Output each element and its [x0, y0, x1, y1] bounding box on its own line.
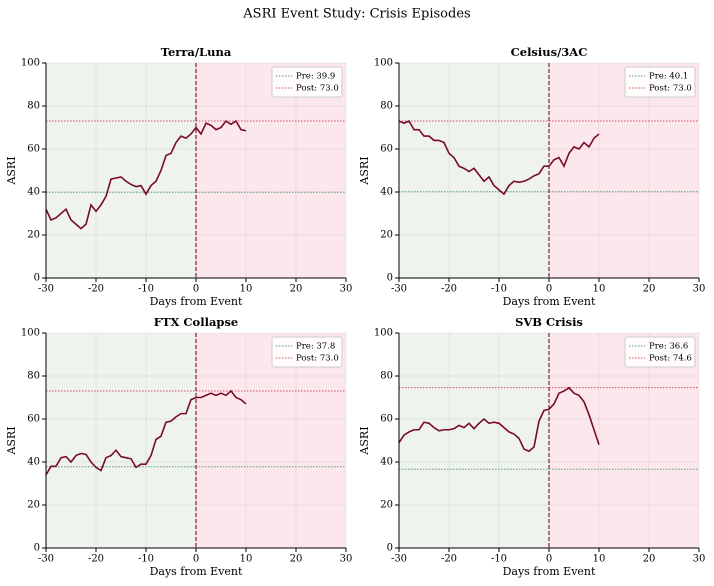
y-tick-label: 80 — [27, 101, 40, 112]
x-tick-label: 20 — [290, 554, 303, 565]
x-tick-label: -10 — [138, 284, 154, 295]
data-line — [398, 386, 600, 453]
post-shade — [196, 63, 346, 278]
x-tick-label: 20 — [290, 284, 303, 295]
y-tick-label: 100 — [374, 58, 393, 69]
legend-label: Pre: 37.8 — [296, 342, 335, 352]
y-tick-label: 40 — [380, 457, 393, 468]
legend-box — [271, 66, 343, 98]
y-axis-label: ASRI — [358, 156, 371, 185]
y-tick-label: 60 — [27, 144, 40, 155]
legend-box — [624, 66, 696, 98]
legend-label: Post: 73.0 — [649, 84, 692, 94]
y-tick-label: 40 — [27, 187, 40, 198]
x-tick-label: -30 — [38, 554, 54, 565]
x-axis-label: Days from Event — [503, 295, 596, 308]
x-tick-label: -20 — [441, 554, 457, 565]
y-tick-label: 100 — [21, 58, 40, 69]
x-tick-label: -20 — [88, 284, 104, 295]
legend-label: Pre: 39.9 — [296, 72, 335, 82]
y-axis-label: ASRI — [358, 426, 371, 455]
x-tick-label: 20 — [643, 554, 656, 565]
y-tick-label: 60 — [27, 414, 40, 425]
y-axis-label: ASRI — [5, 156, 18, 185]
y-tick-label: 20 — [380, 500, 393, 511]
x-tick-label: 0 — [546, 284, 552, 295]
pre-shade — [399, 333, 549, 548]
subplot-title: SVB Crisis — [515, 315, 583, 329]
y-tick-label: 80 — [380, 101, 393, 112]
legend-label: Post: 73.0 — [296, 354, 339, 364]
x-tick-label: -10 — [138, 554, 154, 565]
x-tick-label: 10 — [240, 554, 253, 565]
x-tick-label: -10 — [491, 554, 507, 565]
legend-label: Pre: 36.6 — [649, 342, 688, 352]
x-axis-label: Days from Event — [150, 565, 243, 578]
pre-shade — [46, 63, 196, 278]
y-axis-label: ASRI — [5, 426, 18, 455]
y-tick-label: 0 — [387, 273, 393, 284]
data-line — [45, 389, 247, 476]
y-tick-label: 100 — [21, 328, 40, 339]
x-tick-label: 30 — [340, 554, 353, 565]
y-tick-label: 20 — [27, 230, 40, 241]
post-shade — [549, 333, 699, 548]
x-tick-label: 10 — [593, 284, 606, 295]
x-tick-label: -20 — [88, 554, 104, 565]
legend-label: Post: 74.6 — [649, 354, 692, 364]
x-tick-label: 0 — [546, 554, 552, 565]
y-tick-label: 20 — [27, 500, 40, 511]
subplot-title: Celsius/3AC — [511, 45, 588, 59]
figure-title: ASRI Event Study: Crisis Episodes — [242, 7, 470, 22]
post-shade — [196, 333, 346, 548]
y-tick-label: 20 — [380, 230, 393, 241]
y-tick-label: 0 — [34, 543, 40, 554]
post-shade — [549, 63, 699, 278]
x-tick-label: 30 — [340, 284, 353, 295]
data-line — [45, 119, 247, 230]
x-tick-label: -10 — [491, 284, 507, 295]
x-axis-label: Days from Event — [503, 565, 596, 578]
x-tick-label: -30 — [391, 284, 407, 295]
pre-shade — [46, 333, 196, 548]
legend-box — [624, 336, 696, 368]
x-tick-label: -30 — [391, 554, 407, 565]
x-tick-label: 0 — [193, 554, 199, 565]
x-tick-label: 30 — [693, 284, 706, 295]
x-tick-label: -30 — [38, 284, 54, 295]
subplot-title: Terra/Luna — [161, 45, 232, 59]
y-tick-label: 40 — [380, 187, 393, 198]
x-tick-label: 0 — [193, 284, 199, 295]
y-tick-label: 40 — [27, 457, 40, 468]
x-tick-label: -20 — [441, 284, 457, 295]
legend-label: Pre: 40.1 — [649, 72, 688, 82]
pre-shade — [399, 63, 549, 278]
y-tick-label: 80 — [27, 371, 40, 382]
y-tick-label: 80 — [380, 371, 393, 382]
subplot-title: FTX Collapse — [154, 315, 239, 329]
legend-label: Post: 73.0 — [296, 84, 339, 94]
x-tick-label: 10 — [240, 284, 253, 295]
x-tick-label: 30 — [693, 554, 706, 565]
x-tick-label: 10 — [593, 554, 606, 565]
legend-box — [271, 336, 343, 368]
x-tick-label: 20 — [643, 284, 656, 295]
y-tick-label: 0 — [34, 273, 40, 284]
y-tick-label: 100 — [374, 328, 393, 339]
y-tick-label: 0 — [387, 543, 393, 554]
data-line — [398, 120, 600, 196]
y-tick-label: 60 — [380, 414, 393, 425]
y-tick-label: 60 — [380, 144, 393, 155]
x-axis-label: Days from Event — [150, 295, 243, 308]
